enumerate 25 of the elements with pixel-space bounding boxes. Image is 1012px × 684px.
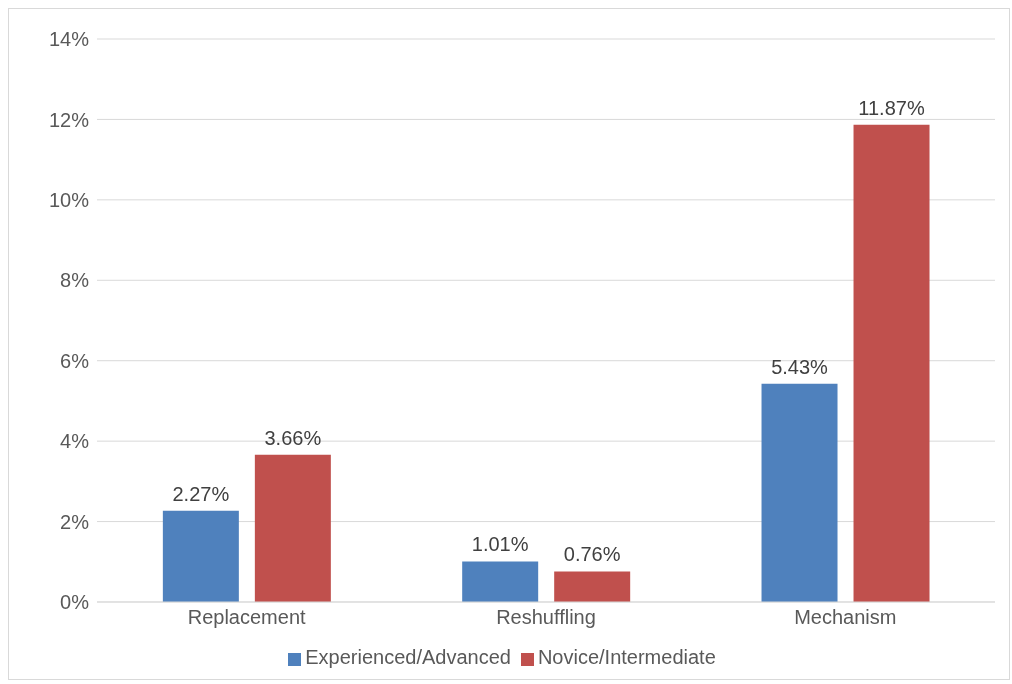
y-tick-label: 0% (60, 591, 90, 614)
bar (761, 383, 838, 602)
bar (254, 454, 331, 602)
y-tick-label: 12% (48, 108, 90, 131)
data-label: 1.01% (471, 533, 529, 556)
bar (162, 510, 239, 602)
bar (853, 124, 930, 602)
y-tick-label: 8% (60, 269, 90, 292)
y-tick-label: 10% (48, 188, 90, 211)
y-tick-label: 6% (60, 349, 90, 372)
legend-label: Novice/Intermediate (537, 646, 716, 668)
bar (554, 571, 631, 602)
y-tick-label: 14% (48, 28, 90, 51)
legend-label: Experienced/Advanced (305, 646, 511, 668)
data-label: 2.27% (172, 482, 230, 505)
x-tick-label: Replacement (187, 606, 307, 629)
y-tick-label: 2% (60, 510, 90, 533)
data-label: 0.76% (563, 543, 621, 566)
data-label: 11.87% (858, 96, 925, 119)
x-tick-label: Reshuffling (496, 606, 596, 629)
y-tick-label: 4% (60, 430, 90, 453)
x-tick-label: Mechanism (794, 606, 897, 629)
data-label: 5.43% (771, 355, 829, 378)
data-label: 3.66% (264, 426, 322, 449)
bar (462, 561, 539, 602)
